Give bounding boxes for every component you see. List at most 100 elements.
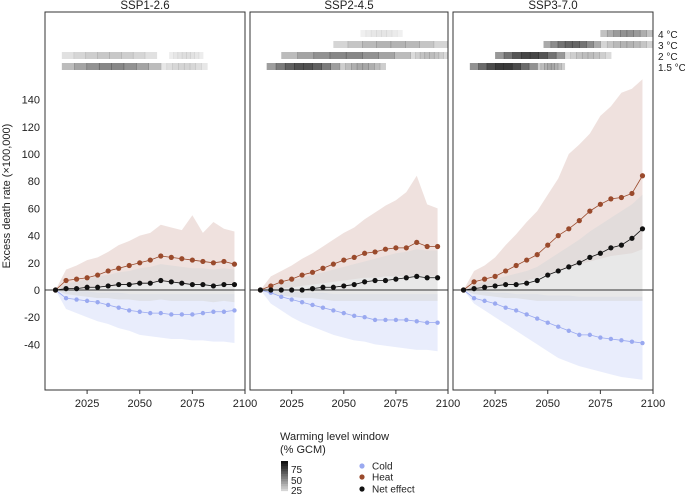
warming-level-bar — [633, 41, 641, 48]
net-data-point — [576, 260, 582, 266]
heat-data-point — [513, 262, 519, 269]
heat-data-point — [351, 254, 357, 260]
warming-level-bar — [186, 52, 191, 59]
warming-level-bar — [544, 63, 548, 70]
heat-data-point — [341, 257, 347, 263]
warming-level-bar — [579, 41, 587, 48]
panel-frame — [44, 11, 246, 391]
net-data-point — [189, 281, 195, 288]
warming-level-bar — [564, 41, 573, 48]
heat-data-point — [403, 245, 409, 251]
net-data-point — [639, 226, 646, 232]
net-data-point — [231, 281, 238, 288]
warming-level-bar — [109, 52, 122, 59]
panel-ssp3-7.0: SSP3-7.0 2025 2050 2075 2100 — [452, 0, 665, 410]
legend-gradient-swatch — [281, 478, 288, 482]
panel-frame — [452, 11, 654, 391]
heat-data-point — [629, 190, 635, 197]
warming-level-bar — [626, 30, 634, 37]
heat-data-point — [587, 208, 593, 214]
net-data-point — [513, 281, 519, 288]
warming-level-bar — [586, 41, 594, 48]
warming-level-bar — [173, 52, 179, 59]
warming-level-bar — [266, 63, 277, 70]
legend-gradient-swatch — [281, 463, 288, 467]
legend-label-net: Net effect — [372, 485, 415, 496]
net-data-point — [289, 287, 295, 293]
warming-level-bar — [639, 30, 647, 37]
warming-level-bar — [495, 63, 505, 70]
heat-data-point — [534, 252, 540, 258]
warming-level-bar — [297, 52, 315, 59]
cold-data-point — [169, 312, 174, 317]
warming-level-bar — [362, 52, 379, 59]
x-tick-label: 2025 — [483, 398, 507, 410]
warming-level-bar — [362, 41, 377, 48]
heat-data-point — [503, 268, 509, 274]
warming-level-bar — [121, 52, 134, 59]
cold-data-point — [63, 295, 69, 301]
warming-level-bar — [178, 63, 185, 70]
cold-data-point — [629, 339, 635, 344]
warming-level-bar — [561, 63, 566, 70]
warming-level-bar — [405, 41, 420, 48]
heat-data-point — [545, 242, 551, 248]
warming-level-bar — [345, 63, 352, 70]
cold-data-point — [331, 308, 336, 313]
warming-level-bar — [419, 41, 435, 48]
net-data-point — [629, 235, 635, 241]
heat-data-point — [221, 258, 227, 265]
warming-level-bar — [378, 52, 395, 59]
net-data-point — [414, 273, 420, 279]
cold-uncertainty-band — [463, 290, 643, 380]
warming-level-bar — [356, 63, 364, 70]
warming-level-bar — [313, 52, 331, 59]
warming-level-bar — [587, 52, 595, 59]
warming-level-bar — [600, 41, 608, 48]
warming-level-bar — [557, 41, 566, 48]
warming-level-bar — [557, 63, 562, 70]
cold-data-point — [435, 320, 440, 325]
net-data-point — [309, 286, 316, 292]
heat-data-point — [320, 265, 326, 271]
net-data-point — [545, 272, 551, 278]
heat-data-point — [424, 243, 430, 250]
legend-gradient-swatch — [281, 473, 288, 477]
warming-level-bar — [368, 63, 375, 70]
heat-data-point — [608, 196, 614, 202]
warming-level-bar — [98, 63, 112, 70]
warming-level-bar — [303, 63, 313, 70]
panel-title: SSP1-2.6 — [120, 0, 169, 12]
heat-data-point — [299, 272, 305, 278]
heat-data-point — [382, 246, 389, 252]
heat-data-point — [179, 256, 185, 262]
net-data-point — [372, 277, 378, 284]
x-tick-label: 2025 — [279, 398, 303, 410]
warming-level-bar — [190, 52, 195, 59]
warming-level-bar — [478, 63, 488, 70]
legend-gradient-swatch — [281, 488, 288, 492]
warming-level-bar — [275, 63, 286, 70]
warming-level-bar — [391, 30, 398, 37]
cold-data-point — [105, 302, 111, 308]
cold-data-point — [95, 300, 100, 305]
panel-ssp2-4.5: SSP2-4.5 2025 2050 2075 2100 — [249, 0, 460, 410]
warming-level-bar — [362, 63, 369, 70]
cold-data-point — [341, 310, 346, 316]
cold-data-point — [116, 305, 121, 310]
heat-data-point — [84, 275, 90, 281]
net-uncertainty-band — [463, 194, 643, 301]
warming-level-bar — [512, 52, 522, 59]
heat-data-point — [126, 262, 132, 269]
cold-data-point — [84, 298, 90, 304]
warming-level-bar — [528, 63, 538, 70]
net-data-point — [210, 283, 217, 289]
net-data-point — [52, 287, 59, 293]
warming-level-bar — [85, 52, 98, 59]
net-data-point — [341, 283, 347, 289]
warming-level-bar — [547, 52, 557, 59]
cold-data-point — [352, 313, 357, 319]
x-tick-label: 2075 — [384, 398, 408, 410]
heat-data-point — [268, 283, 274, 289]
heat-data-point — [137, 260, 143, 266]
